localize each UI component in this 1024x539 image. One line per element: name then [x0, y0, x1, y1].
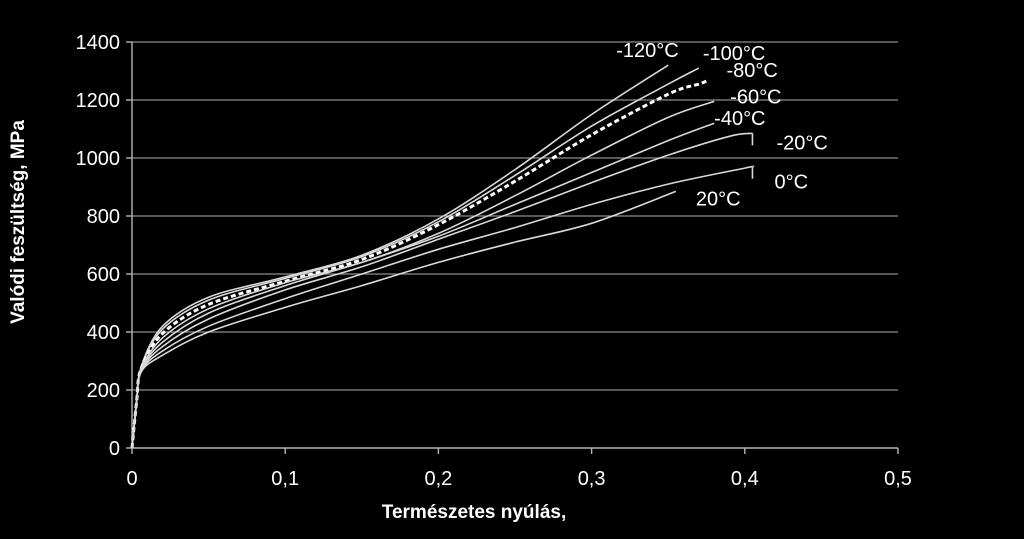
x-tick-label: 0,2 [424, 468, 452, 490]
tick-label-layer: 0 200 400 600 800 1000 1200 1400 0 0,1 0,2 0,3 0,4 0,… [76, 32, 912, 490]
x-tick-label: 0,5 [884, 468, 912, 490]
series-label-8: 20°C [696, 188, 741, 210]
y-tick-label: 0 [109, 438, 120, 460]
series-line-7 [131, 165, 755, 449]
series-line-5 [131, 122, 715, 449]
grid-layer [132, 41, 898, 391]
y-tick-label: 800 [87, 206, 120, 228]
series-label-5: -40°C [714, 108, 765, 130]
series-label-3: -80°C [727, 60, 778, 82]
x-tick-label: 0,1 [271, 468, 299, 490]
series-label-2: -100°C [703, 43, 765, 65]
series-line-4 [131, 100, 715, 449]
y-tick-label: 1400 [76, 32, 121, 54]
y-tick-label: 1200 [76, 90, 121, 112]
y-tick-label: 400 [87, 322, 120, 344]
series-line-8 [131, 190, 677, 449]
x-axis-title: Természetes nyúlás, [382, 502, 566, 523]
series-label-layer: -120°C -100°C-80°C -60°C-40°C -20°C 0°C 20°C [616, 40, 828, 210]
series-label-1: -120°C [616, 40, 678, 62]
axis-layer [126, 41, 899, 454]
series-line-6 [131, 132, 753, 449]
x-tick-label: 0,4 [731, 468, 759, 490]
y-tick-label: 200 [87, 380, 120, 402]
y-axis-title: Valódi feszültség, MPa [8, 120, 29, 324]
series-line-3 [130, 79, 708, 449]
y-tick-label: 600 [87, 264, 120, 286]
x-tick-label: 0 [126, 468, 137, 490]
series-line-2 [131, 67, 700, 449]
y-tick-label: 1000 [76, 148, 121, 170]
series-label-7: 0°C [774, 172, 808, 194]
x-tick-label: 0,3 [578, 468, 606, 490]
series-layer [130, 64, 755, 449]
series-label-4: -60°C [730, 86, 781, 108]
series-label-6: -20°C [776, 132, 827, 154]
